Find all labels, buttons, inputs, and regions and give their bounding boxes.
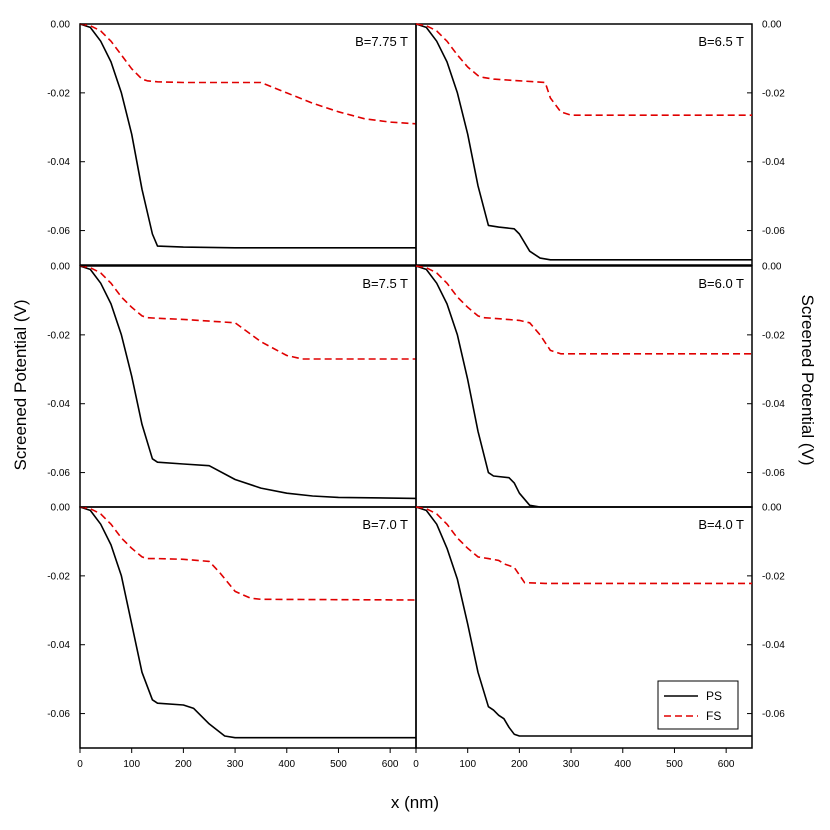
series-line-ps: [79, 506, 416, 739]
series-line-fs: [79, 23, 417, 125]
y-tick-label: -0.02: [47, 330, 70, 341]
y-axis-title-left: Screened Potential (V): [11, 299, 30, 470]
panel-label: B=6.5 T: [698, 34, 744, 49]
panel-label: B=4.0 T: [698, 517, 744, 532]
x-tick-label: 100: [459, 759, 476, 770]
y-tick-label: -0.02: [47, 571, 70, 582]
panel-label: B=7.75 T: [355, 34, 408, 49]
x-axis-title: x (nm): [391, 793, 439, 812]
panel-label: B=7.5 T: [362, 276, 408, 291]
x-tick-label: 500: [666, 759, 683, 770]
y-tick-label: 0.00: [762, 20, 782, 31]
y-tick-label: 0.00: [51, 20, 71, 31]
x-tick-label: 300: [563, 759, 580, 770]
x-tick-label: 400: [278, 759, 295, 770]
y-tick-label: -0.04: [762, 157, 785, 168]
x-tick-label: 500: [330, 759, 347, 770]
y-tick-label: -0.06: [762, 709, 785, 720]
y-tick-label: -0.04: [47, 640, 70, 651]
y-tick-label: -0.06: [47, 709, 70, 720]
panel-6: B=4.0 T 0.00 -0.02 -0.04 -0.06 0 100 200 300 400 5…: [413, 503, 785, 771]
panel-1: B=7.75 T 0.00 -0.02 -0.04 -0.06: [47, 20, 417, 266]
y-tick-label: -0.02: [762, 88, 785, 99]
panel-2: B=6.5 T 0.00 -0.02 -0.04 -0.06: [415, 20, 785, 266]
series-line-ps: [79, 23, 416, 249]
panel-frame: [79, 506, 417, 749]
y-tick-label: -0.04: [762, 640, 785, 651]
x-tick-label: 300: [227, 759, 244, 770]
y-tick-label: -0.04: [47, 399, 70, 410]
legend: PS FS: [657, 680, 739, 730]
panel-4: B=6.0 T 0.00 -0.02 -0.04 -0.06: [415, 262, 785, 508]
panel-label: B=7.0 T: [362, 517, 408, 532]
panel-5: B=7.0 T 0.00 -0.02 -0.04 -0.06 0 100 200 300 400 5…: [47, 503, 417, 770]
panel-frame: [415, 506, 753, 749]
series-line-ps: [79, 265, 417, 500]
y-tick-label: -0.02: [762, 330, 785, 341]
series-line-ps: [415, 506, 752, 737]
panel-label: B=6.0 T: [698, 276, 744, 291]
panel-3: B=7.5 T 0.00 -0.02 -0.04 -0.06: [47, 262, 417, 508]
legend-box: [657, 680, 739, 730]
series-line-fs: [415, 506, 752, 585]
panel-frame: [79, 265, 417, 508]
y-tick-label: 0.00: [51, 262, 71, 273]
legend-label-ps: PS: [706, 689, 722, 703]
series-line-fs: [79, 506, 417, 601]
series-line-fs: [79, 265, 416, 360]
x-tick-label: 200: [511, 759, 528, 770]
x-tick-label: 400: [614, 759, 631, 770]
y-tick-label: -0.04: [47, 157, 70, 168]
y-tick-label: -0.06: [762, 226, 785, 237]
y-tick-label: 0.00: [51, 503, 71, 514]
x-tick-label: 0: [413, 759, 419, 770]
series-line-ps: [415, 265, 752, 508]
x-tick-label: 200: [175, 759, 192, 770]
series-line-fs: [415, 265, 752, 355]
panel-frame: [415, 265, 753, 508]
x-tick-label: 600: [382, 759, 399, 770]
panel-frame: [79, 23, 417, 266]
panels: B=7.75 T 0.00 -0.02 -0.04 -0.06 B=6.5 T 0.00 -0…: [47, 20, 785, 771]
series-line-fs: [415, 23, 752, 116]
series-line-ps: [415, 23, 752, 261]
y-tick-label: -0.02: [762, 571, 785, 582]
y-axis-title-right: Screened Potential (V): [798, 294, 817, 465]
y-tick-label: -0.04: [762, 399, 785, 410]
x-tick-label: 600: [718, 759, 735, 770]
panel-frame: [415, 23, 753, 266]
y-tick-label: -0.06: [47, 468, 70, 479]
y-tick-label: -0.06: [47, 226, 70, 237]
y-tick-label: -0.06: [762, 468, 785, 479]
y-tick-label: -0.02: [47, 88, 70, 99]
x-tick-label: 100: [123, 759, 140, 770]
legend-label-fs: FS: [706, 709, 721, 723]
x-tick-label: 0: [77, 759, 83, 770]
y-tick-label: 0.00: [762, 503, 782, 514]
y-tick-label: 0.00: [762, 262, 782, 273]
